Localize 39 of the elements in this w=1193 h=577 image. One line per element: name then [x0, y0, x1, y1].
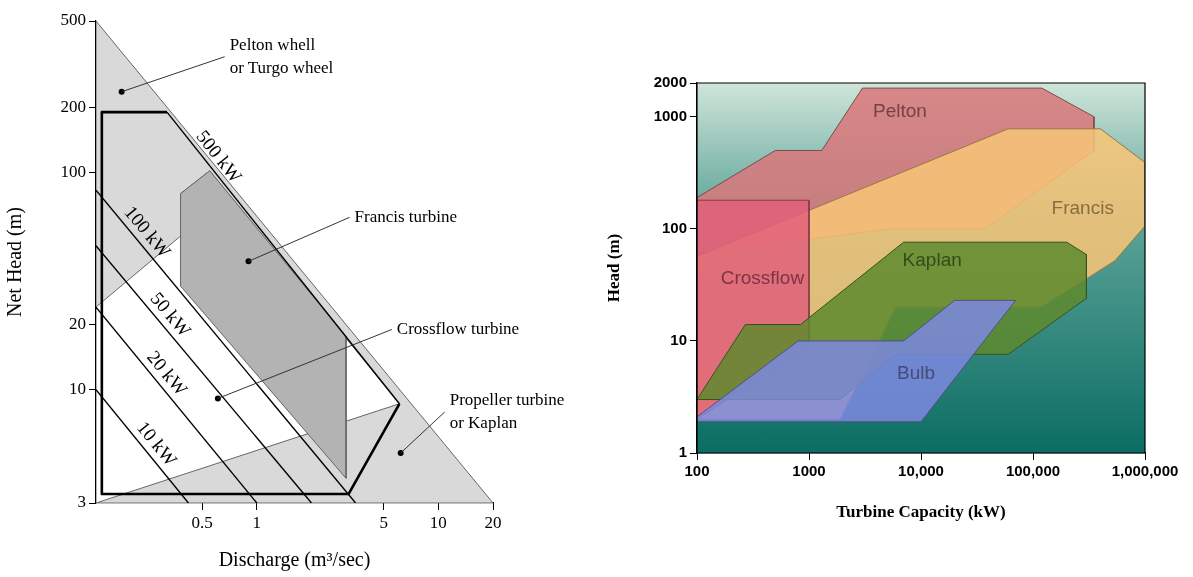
x-tick-label: 100	[684, 462, 710, 480]
x-tick-label: 1000	[792, 462, 826, 480]
series-label: Francis	[1051, 197, 1114, 219]
x-tick-label: 5	[379, 512, 388, 532]
annotation: Pelton whell or Turgo wheel	[229, 34, 334, 77]
x-tick-label: 10	[429, 512, 447, 532]
y-tick-label: 20	[69, 313, 86, 333]
series-label: Kaplan	[902, 248, 962, 270]
y-tick-label: 2000	[653, 73, 687, 91]
x-tick-label: 10,000	[898, 462, 944, 480]
y-tick-label: 1	[678, 443, 687, 461]
series-label: Pelton	[873, 100, 927, 122]
x-tick-label: 1	[252, 512, 262, 532]
y-tick-label: 10	[670, 331, 687, 349]
text: 100 kW	[120, 201, 176, 262]
x-tick-label: 100,000	[1005, 462, 1061, 480]
x-tick-label: 1,000,000	[1111, 462, 1179, 480]
annotation: Crossflow turbine	[396, 318, 520, 338]
series-label: Crossflow	[720, 267, 805, 289]
text: 50 kW	[146, 287, 196, 341]
x-axis-title: Discharge (m³/sec)	[218, 548, 371, 572]
series-label: Bulb	[897, 361, 936, 383]
y-tick-label: 500	[60, 10, 86, 30]
x-tick-label: 0.5	[191, 512, 213, 532]
text: 500 kW	[192, 125, 247, 187]
y-tick-label: 100	[60, 162, 86, 182]
y-axis-title: Net Head (m)	[3, 207, 27, 317]
y-tick-label: 3	[77, 492, 86, 512]
annotation: Propeller turbine or Kaplan	[449, 389, 565, 432]
y-tick-label: 1000	[653, 106, 687, 124]
y-axis-title: Head (m)	[603, 233, 623, 303]
y-tick-label: 100	[661, 218, 687, 236]
y-tick-label: 200	[60, 96, 86, 116]
text: 20 kW	[143, 346, 192, 400]
annotation: Francis turbine	[354, 206, 457, 226]
text: 10 kW	[133, 416, 182, 470]
y-tick-label: 10	[69, 379, 86, 399]
x-axis-title: Turbine Capacity (kW)	[836, 502, 1006, 522]
x-tick-label: 20	[484, 512, 502, 532]
